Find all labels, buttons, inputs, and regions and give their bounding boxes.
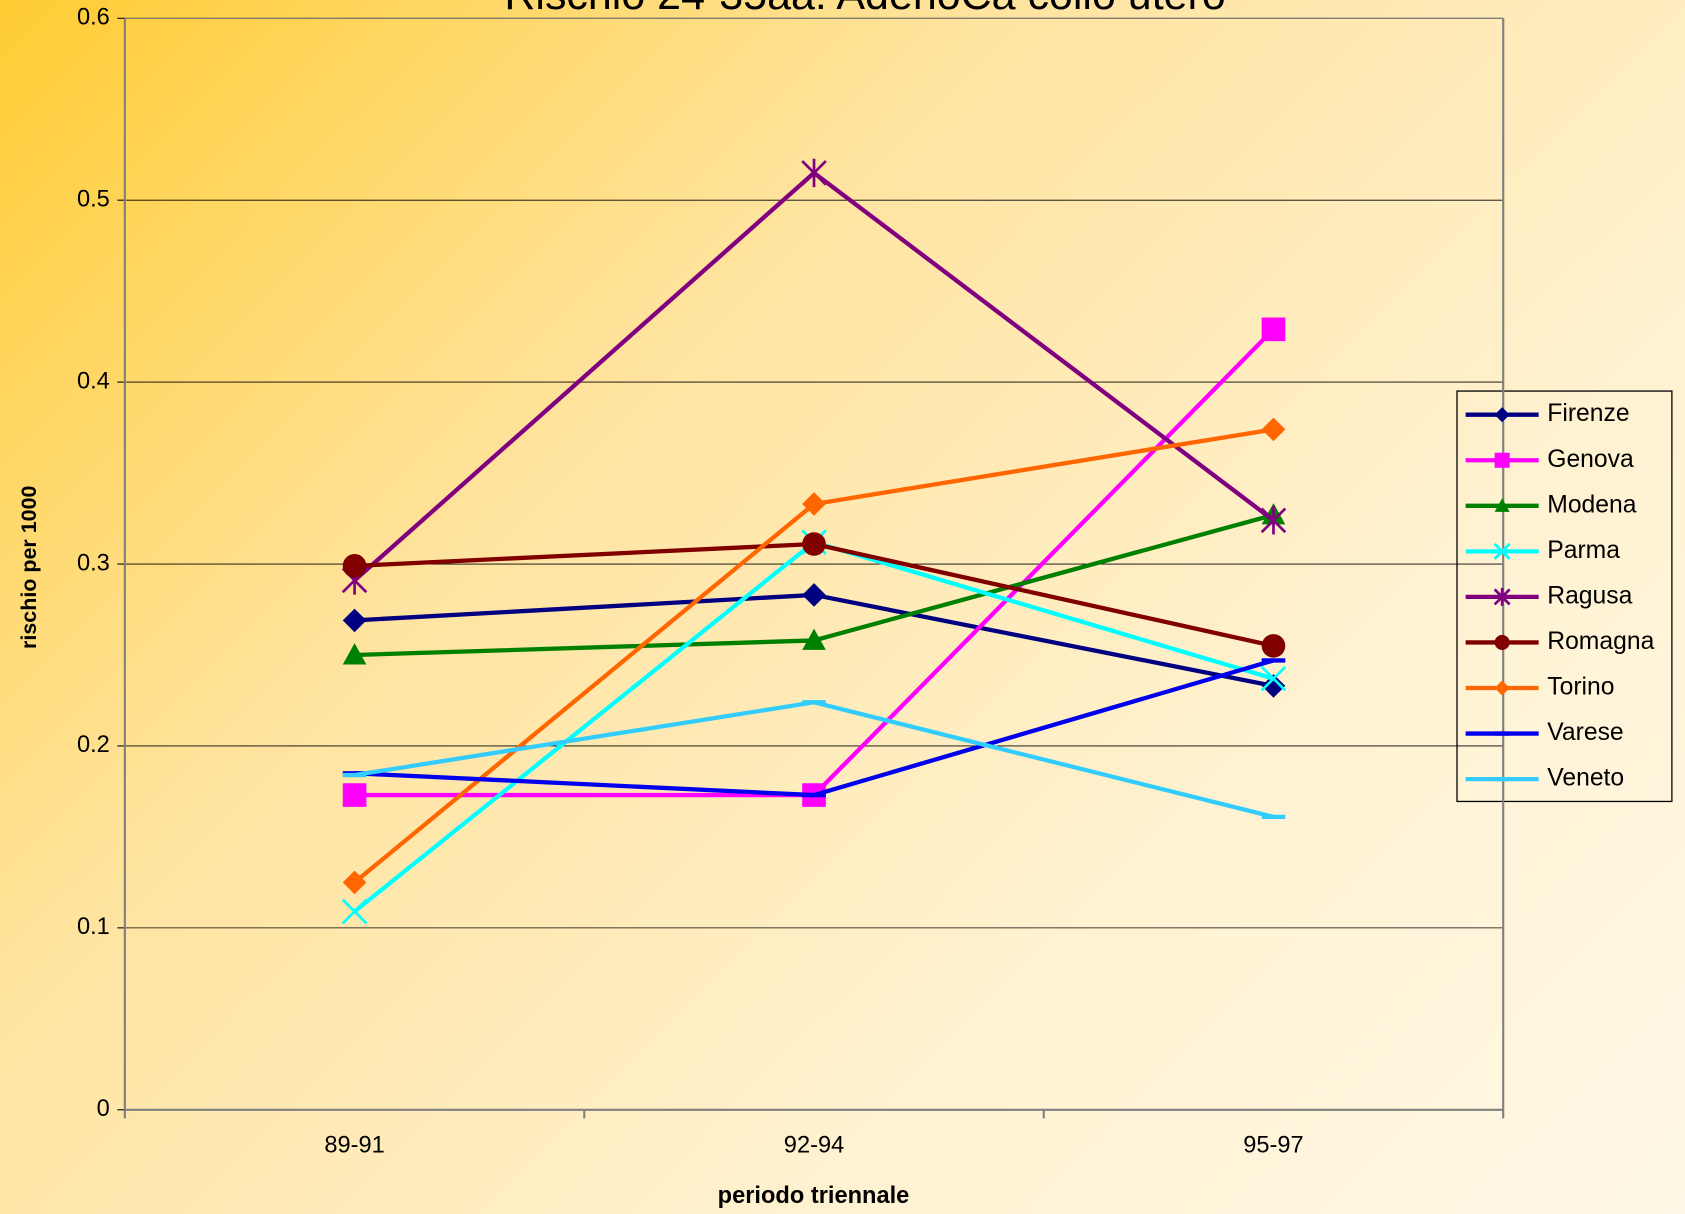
series <box>342 417 1286 895</box>
x-tick-label: 92-94 <box>784 1133 844 1159</box>
marker <box>342 554 367 578</box>
legend-marker <box>1494 452 1510 468</box>
y-tick-label: 0 <box>97 1096 110 1122</box>
legend-label: Romagna <box>1547 628 1654 655</box>
marker <box>1260 506 1287 535</box>
chart-title: Rischio 24-35aa: AdenoCa collo utero <box>504 0 1225 19</box>
y-axis-label: rischio per 1000 <box>17 485 41 649</box>
legend-label: Torino <box>1547 674 1614 701</box>
marker <box>1261 634 1286 658</box>
legend-box <box>1456 390 1673 803</box>
legend-marker <box>1493 542 1511 560</box>
legend-label: Veneto <box>1547 765 1624 792</box>
legend-marker <box>1494 680 1510 696</box>
marker <box>1261 317 1286 342</box>
series <box>341 158 1287 595</box>
series-line <box>354 658 1275 798</box>
series <box>342 532 1286 658</box>
marker <box>341 898 368 925</box>
marker <box>342 870 367 895</box>
legend-label: Parma <box>1547 537 1620 564</box>
marker <box>802 492 826 516</box>
marker <box>342 608 367 633</box>
legend-label: Genova <box>1547 446 1634 473</box>
marker <box>342 783 367 807</box>
series <box>342 583 1286 698</box>
x-axis-label: periodo triennale <box>718 1183 910 1209</box>
x-tick-label: 89-91 <box>324 1133 384 1159</box>
legend-marker <box>1494 634 1510 650</box>
marker <box>802 628 826 650</box>
legend-label: Firenze <box>1547 400 1629 427</box>
marker <box>1261 674 1286 698</box>
series-line <box>353 170 1275 583</box>
legend-label: Modena <box>1547 491 1636 518</box>
series-line <box>354 327 1276 798</box>
y-tick-label: 0.1 <box>77 914 110 940</box>
legend-label: Ragusa <box>1547 582 1632 609</box>
marker <box>1260 665 1287 692</box>
series <box>342 317 1286 807</box>
marker <box>802 583 826 607</box>
marker <box>1261 417 1286 442</box>
x-tick-label: 95-97 <box>1243 1133 1303 1159</box>
marker <box>801 158 827 188</box>
legend-marker <box>1494 407 1510 423</box>
legend-label: Varese <box>1547 719 1623 746</box>
y-tick-label: 0.3 <box>77 550 110 576</box>
legend-marker <box>1494 498 1510 512</box>
y-tick-label: 0.5 <box>77 186 110 212</box>
marker <box>802 532 826 556</box>
y-tick-label: 0.4 <box>77 368 110 394</box>
y-tick-label: 0.6 <box>77 4 110 30</box>
y-tick-label: 0.2 <box>77 732 110 758</box>
legend-marker <box>1493 587 1511 606</box>
marker <box>342 643 367 665</box>
series <box>342 700 1286 820</box>
